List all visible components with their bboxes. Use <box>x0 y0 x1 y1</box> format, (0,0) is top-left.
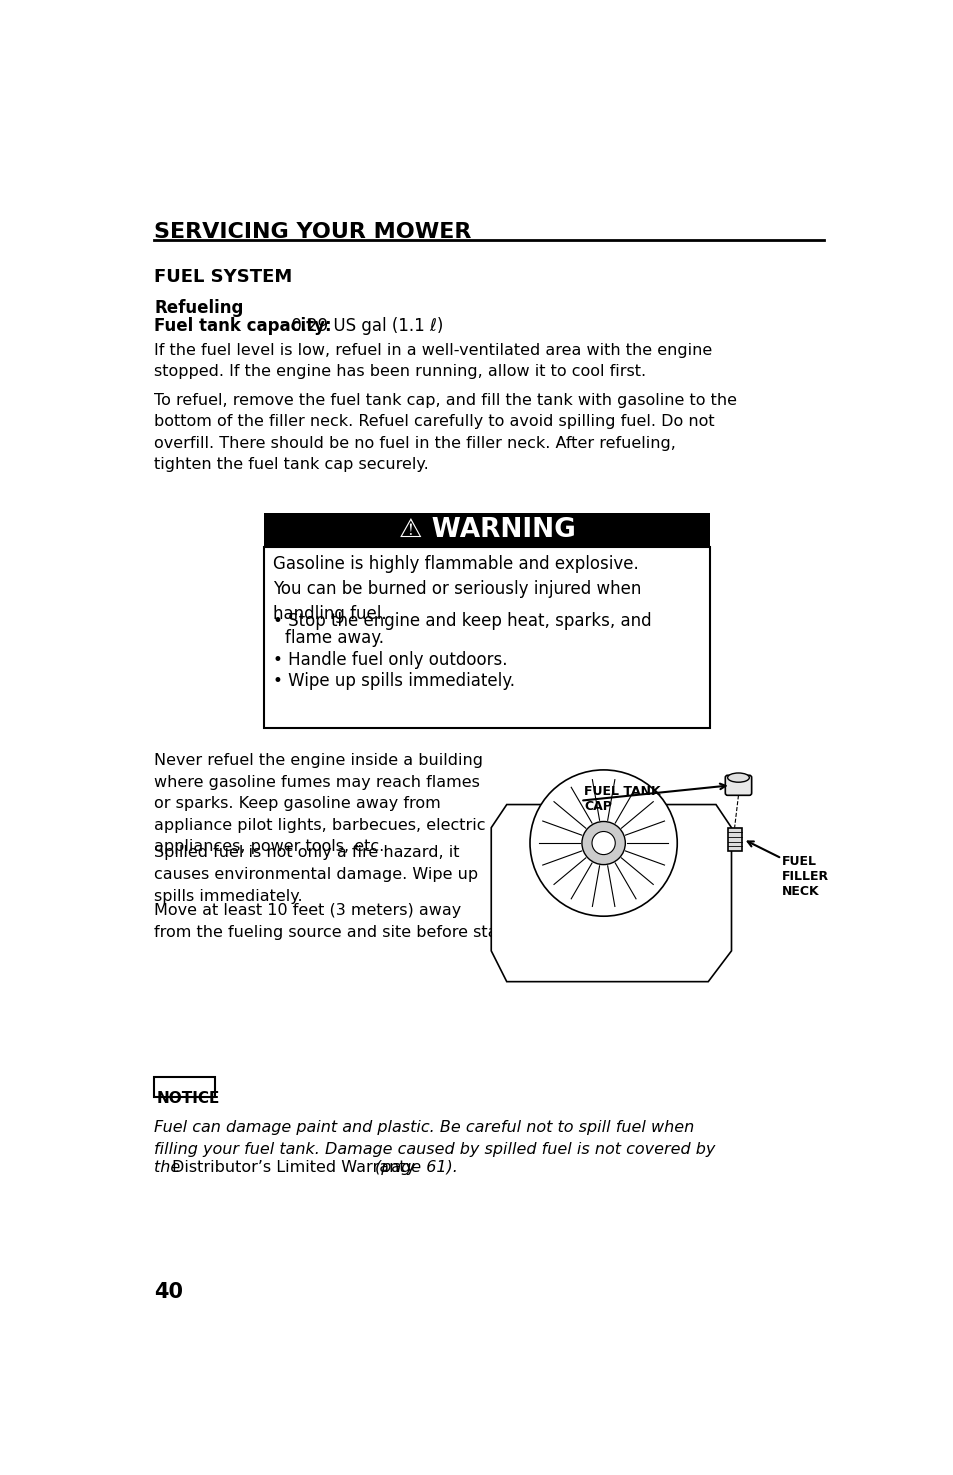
Text: • Handle fuel only outdoors.: • Handle fuel only outdoors. <box>274 650 507 668</box>
Text: Refueling: Refueling <box>154 298 243 317</box>
Text: the: the <box>154 1161 185 1176</box>
Text: Move at least 10 feet (3 meters) away
from the fueling source and site before st: Move at least 10 feet (3 meters) away fr… <box>154 903 632 940</box>
Bar <box>264 513 709 547</box>
Text: Spilled fuel is not only a fire hazard, it
causes environmental damage. Wipe up
: Spilled fuel is not only a fire hazard, … <box>154 845 477 904</box>
Text: Gasoline is highly flammable and explosive.
You can be burned or seriously injur: Gasoline is highly flammable and explosi… <box>274 555 641 622</box>
Text: 40: 40 <box>154 1282 183 1302</box>
Text: Fuel tank capacity:: Fuel tank capacity: <box>154 317 332 335</box>
Text: SERVICING YOUR MOWER: SERVICING YOUR MOWER <box>154 221 471 242</box>
Text: ⚠ WARNING: ⚠ WARNING <box>398 518 575 543</box>
Text: To refuel, remove the fuel tank cap, and fill the tank with gasoline to the
bott: To refuel, remove the fuel tank cap, and… <box>154 392 737 472</box>
Text: • Wipe up spills immediately.: • Wipe up spills immediately. <box>274 673 515 690</box>
Text: Distributor’s Limited Warranty: Distributor’s Limited Warranty <box>172 1161 419 1176</box>
Bar <box>727 827 740 851</box>
Polygon shape <box>491 804 731 982</box>
FancyBboxPatch shape <box>724 776 751 795</box>
Circle shape <box>581 822 624 864</box>
Text: 0.29 US gal (1.1 ℓ): 0.29 US gal (1.1 ℓ) <box>286 317 443 335</box>
Text: FUEL SYSTEM: FUEL SYSTEM <box>154 268 292 286</box>
Ellipse shape <box>727 773 748 782</box>
Text: Never refuel the engine inside a building
where gasoline fumes may reach flames
: Never refuel the engine inside a buildin… <box>154 752 485 854</box>
Text: FUEL TANK
CAP: FUEL TANK CAP <box>583 785 660 813</box>
Text: NOTICE: NOTICE <box>156 1092 219 1106</box>
Bar <box>264 547 709 727</box>
Text: (page 61).: (page 61). <box>375 1161 457 1176</box>
Bar <box>154 1077 214 1097</box>
Circle shape <box>592 832 615 854</box>
Text: FUEL
FILLER
NECK: FUEL FILLER NECK <box>781 854 828 898</box>
Circle shape <box>530 770 677 916</box>
Text: • Stop the engine and keep heat, sparks, and: • Stop the engine and keep heat, sparks,… <box>274 612 652 630</box>
Text: flame away.: flame away. <box>285 628 384 648</box>
Text: If the fuel level is low, refuel in a well-ventilated area with the engine
stopp: If the fuel level is low, refuel in a we… <box>154 342 712 379</box>
Text: Fuel can damage paint and plastic. Be careful not to spill fuel when
filling you: Fuel can damage paint and plastic. Be ca… <box>154 1120 715 1156</box>
